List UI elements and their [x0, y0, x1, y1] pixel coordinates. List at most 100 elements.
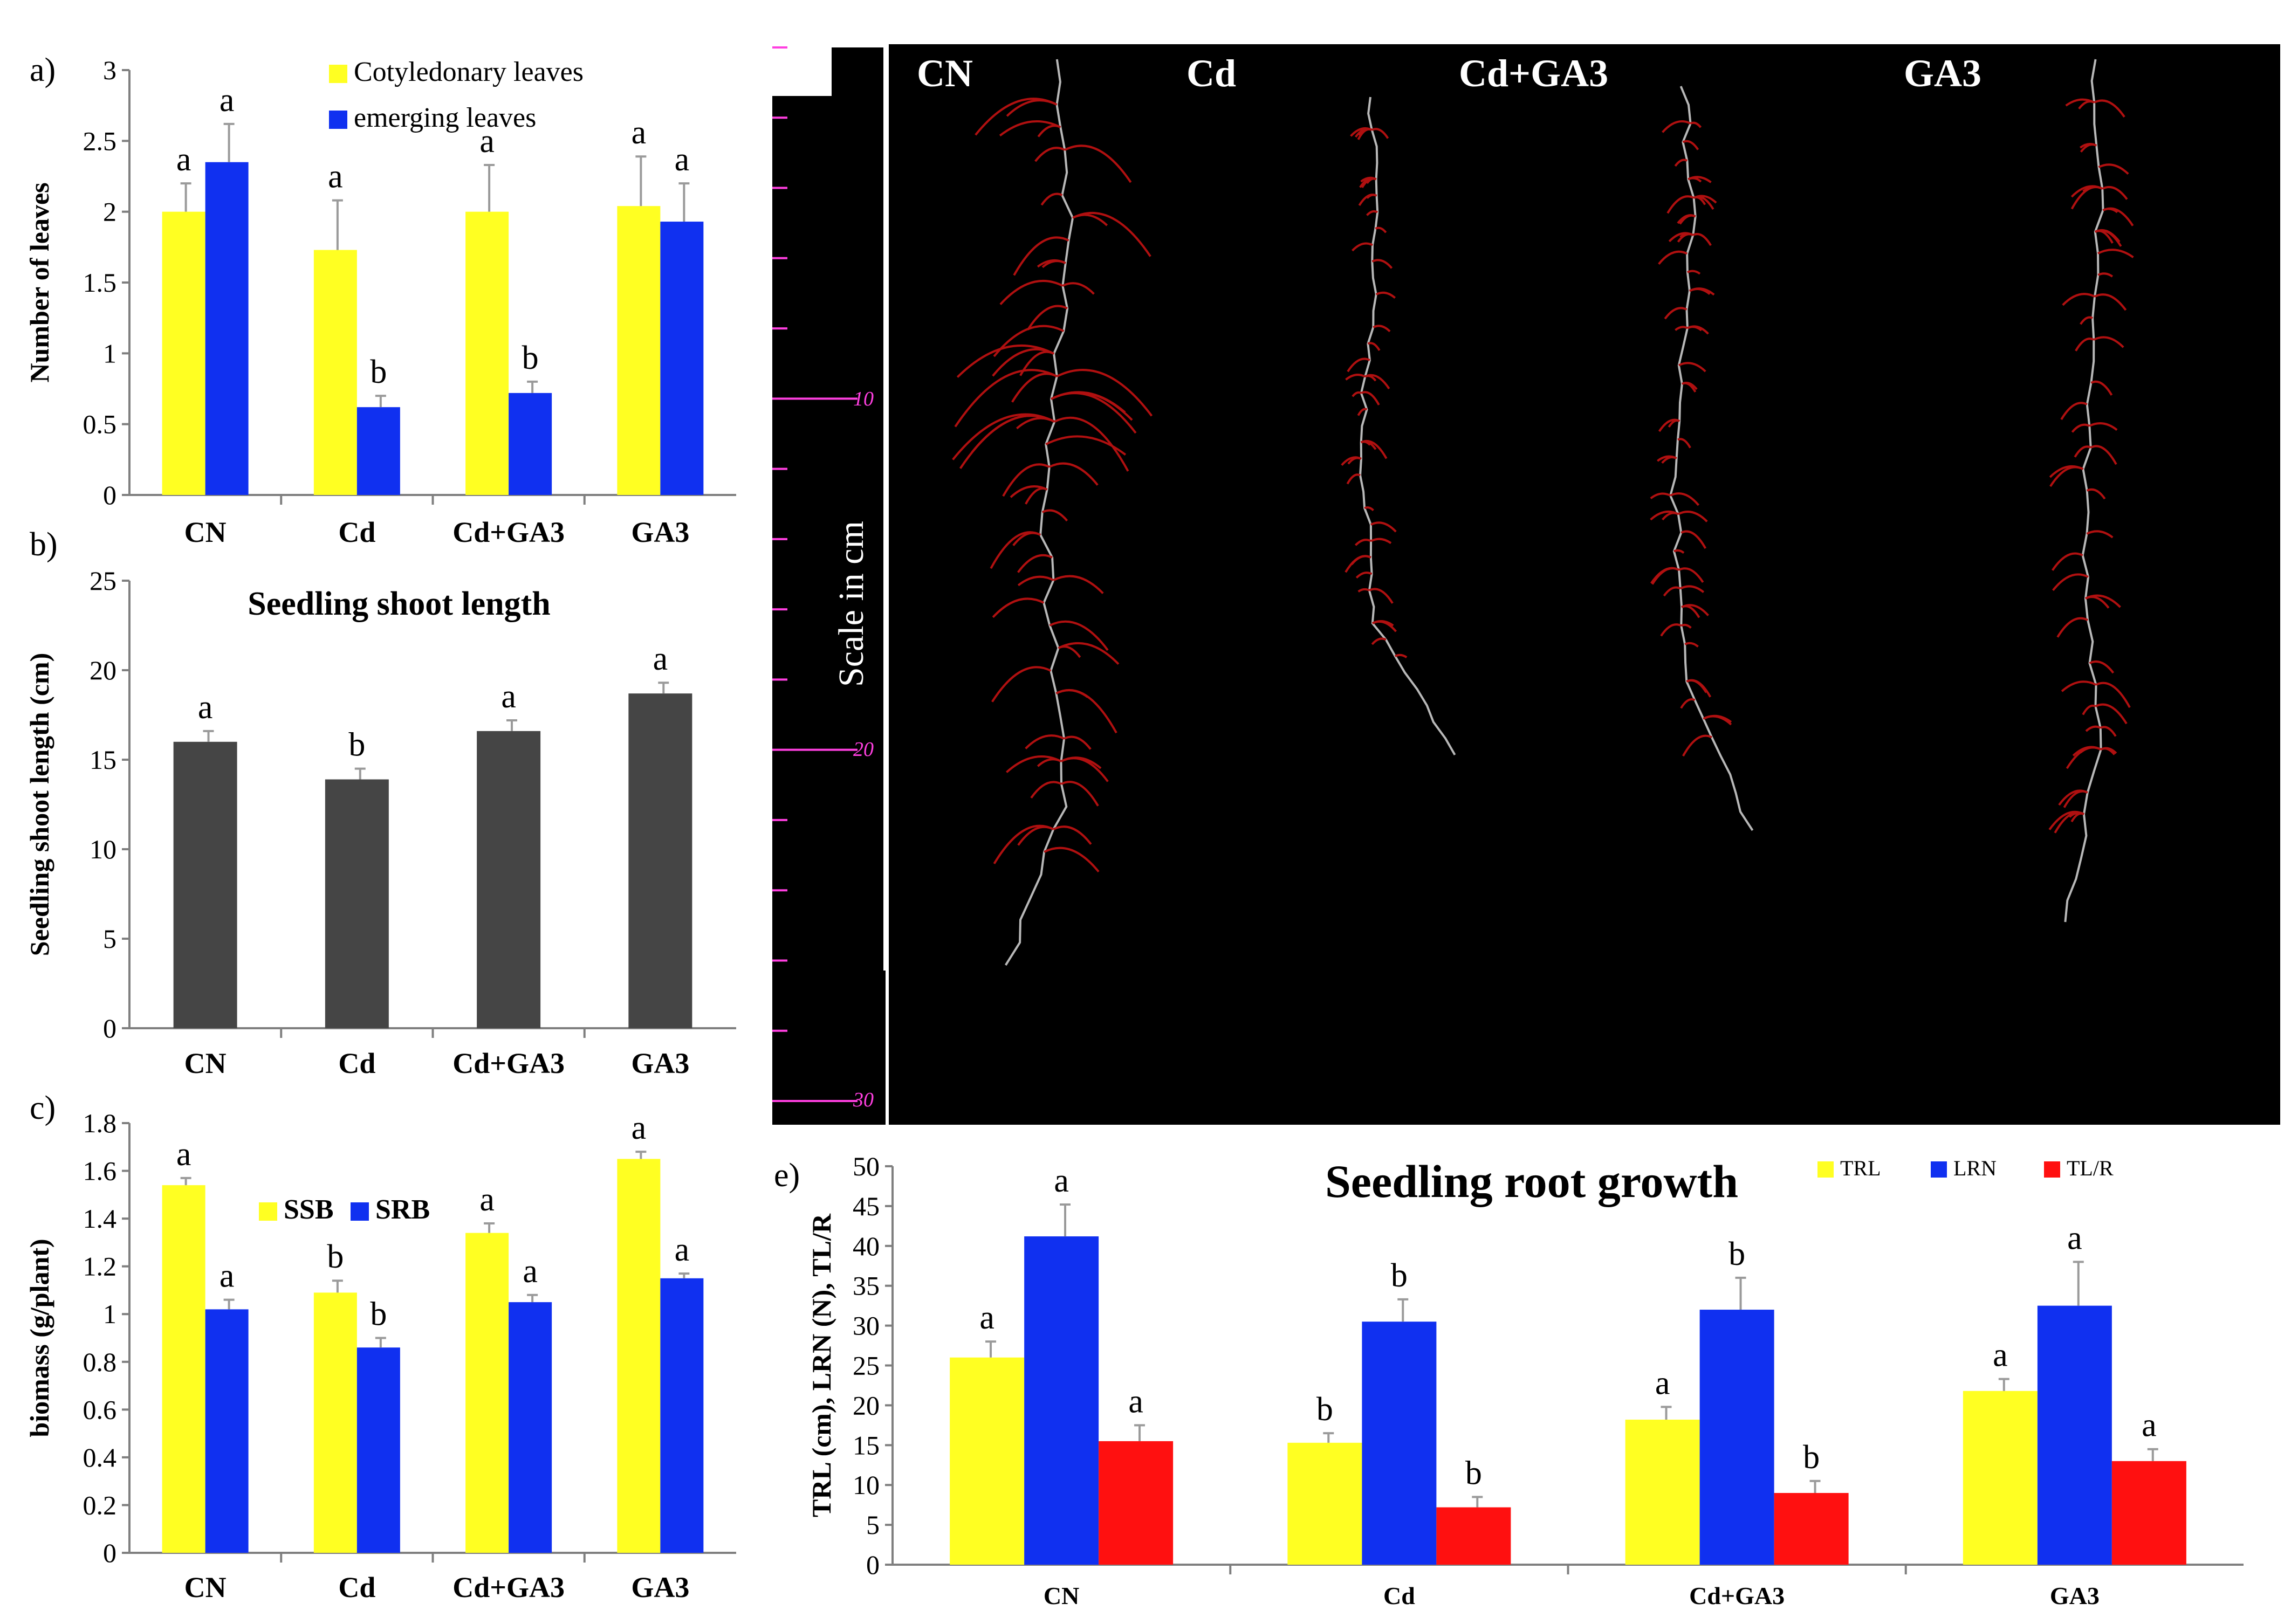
significance-letter: a [675, 1231, 690, 1268]
lateral-root-cn [1041, 260, 1066, 269]
lateral-root-cd-ga3 [1660, 623, 1682, 637]
lateral-root-cd [1357, 408, 1368, 416]
significance-letter: a [220, 82, 235, 119]
lateral-root-cn [1030, 781, 1062, 799]
lateral-root-cd-ga3 [1677, 438, 1691, 449]
lateral-root-cd [1360, 439, 1388, 459]
bar-seedling-shoot-length-ga3 [628, 693, 692, 1028]
lateral-root-cd [1347, 457, 1362, 465]
category-label-cd-ga3: Cd+GA3 [1689, 1582, 1785, 1609]
bar-lrn-cd-ga3 [1699, 1310, 1774, 1565]
chart-e-seedling-root-growth: 0 5 10 15 20 25 30 35 40 45 50 CN Cd Cd+GA3 GA3 TRL (cm… [806, 1151, 2244, 1609]
lateral-root-cn [975, 98, 1058, 136]
lateral-root-ga3 [2089, 660, 2115, 674]
lateral-root-cd [1366, 210, 1378, 216]
panel-a-label: a) [30, 52, 56, 88]
lateral-root-cd-ga3 [1682, 734, 1712, 757]
lateral-root-cd [1358, 128, 1373, 136]
y-tick-label: 35 [853, 1271, 880, 1301]
lateral-root-ga3 [2074, 445, 2091, 458]
significance-letter: a [479, 123, 495, 160]
significance-letter: b [370, 1296, 387, 1333]
y-tick-label: 3 [103, 55, 116, 85]
lateral-root-cd-ga3 [1689, 287, 1715, 296]
bar-seedling-shoot-length-cn [173, 741, 237, 1028]
lateral-root-ga3 [2071, 423, 2090, 433]
lateral-root-cn [1064, 144, 1132, 183]
lateral-root-cn [1045, 435, 1127, 456]
lateral-root-cd-ga3 [1682, 382, 1698, 390]
lateral-root-cd [1373, 325, 1391, 333]
panel-b-label: b) [30, 526, 58, 563]
lateral-root-cn [1053, 575, 1104, 594]
category-label-cn: CN [184, 1571, 227, 1604]
chart-c-biomass: 0 0.2 0.4 0.6 0.8 1 1.2 1.4 1.6 1.8 CN Cd Cd+GA3 GA3 b… [24, 1108, 736, 1604]
lateral-root-cn [1040, 192, 1063, 206]
y-axis-label: TRL (cm), LRN (N), TL/R [806, 1213, 836, 1517]
y-tick-label: 0 [103, 1538, 116, 1568]
y-tick-label: 25 [853, 1351, 880, 1381]
significance-letter: a [1655, 1365, 1670, 1401]
lateral-root-ga3 [2089, 422, 2118, 431]
lateral-root-cn [1055, 689, 1088, 698]
lateral-root-cn [1017, 554, 1053, 573]
lateral-root-cd [1347, 357, 1370, 373]
bar-cotyledonary-leaves-cn [162, 211, 205, 496]
significance-letter: a [653, 641, 668, 677]
lateral-root-ga3 [2049, 465, 2084, 478]
legend-swatch-lrn [1931, 1161, 1947, 1178]
bar-emerging-leaves-cd [356, 407, 400, 495]
category-label-ga3: GA3 [631, 516, 689, 548]
y-tick-label: 10 [90, 834, 116, 864]
lateral-root-ga3 [2061, 680, 2097, 692]
lateral-root-ga3 [2078, 100, 2095, 109]
lateral-root-cd [1375, 291, 1396, 299]
lateral-root-cn [1061, 781, 1099, 807]
lateral-root-ga3 [2095, 703, 2128, 725]
lateral-root-cd-ga3 [1686, 679, 1712, 698]
bar-srb-cn [205, 1309, 249, 1553]
lateral-root-ga3 [2102, 185, 2128, 200]
significance-letter: b [327, 1238, 344, 1275]
significance-letter: a [220, 1258, 235, 1295]
significance-letter: a [501, 678, 516, 715]
lateral-root-cn [1010, 485, 1048, 498]
lateral-root-cd-ga3 [1681, 605, 1700, 618]
lateral-root-ga3 [2086, 530, 2114, 539]
lateral-root-cd [1345, 374, 1366, 381]
lateral-root-cn [1064, 735, 1092, 750]
y-tick-label: 1.2 [83, 1251, 117, 1282]
category-label-cd-ga3: Cd+GA3 [452, 1571, 565, 1604]
bar-ssb-cn [162, 1185, 205, 1553]
scale-strip [772, 47, 886, 1125]
lateral-root-cn [1048, 462, 1099, 486]
y-tick-label: 1 [103, 1299, 116, 1329]
lateral-root-ga3 [2086, 488, 2106, 500]
lateral-root-cn [1044, 847, 1100, 873]
bar-seedling-shoot-length-cd-ga3 [477, 731, 541, 1028]
lateral-root-cn [1041, 509, 1068, 522]
significance-letter: a [198, 689, 213, 726]
y-tick-label: 5 [866, 1510, 880, 1540]
lateral-root-ga3 [2052, 552, 2083, 571]
lateral-root-cd [1366, 177, 1377, 184]
lateral-root-cd-ga3 [1662, 120, 1691, 133]
y-tick-label: 10 [853, 1470, 880, 1500]
legend-entry-tl-r: TL/R [2067, 1156, 2114, 1180]
y-tick-label: 30 [853, 1311, 880, 1341]
bar-cotyledonary-leaves-cd [313, 250, 357, 495]
lateral-root-cn [1051, 392, 1137, 434]
significance-letter: b [370, 354, 387, 390]
lane-label-cd: Cd [1186, 52, 1236, 95]
bar-ssb-ga3 [617, 1159, 661, 1553]
category-label-ga3: GA3 [631, 1571, 689, 1604]
root-systems [952, 59, 2134, 966]
lateral-root-cd-ga3 [1677, 511, 1708, 522]
lateral-root-ga3 [2094, 229, 2122, 247]
y-tick-label: 1.5 [83, 267, 117, 298]
lateral-root-cn [999, 120, 1061, 137]
scale-ruler [772, 46, 858, 1102]
lateral-root-cd-ga3 [1673, 549, 1685, 554]
y-tick-label: 0.4 [83, 1442, 117, 1472]
significance-letter: a [479, 1181, 495, 1218]
